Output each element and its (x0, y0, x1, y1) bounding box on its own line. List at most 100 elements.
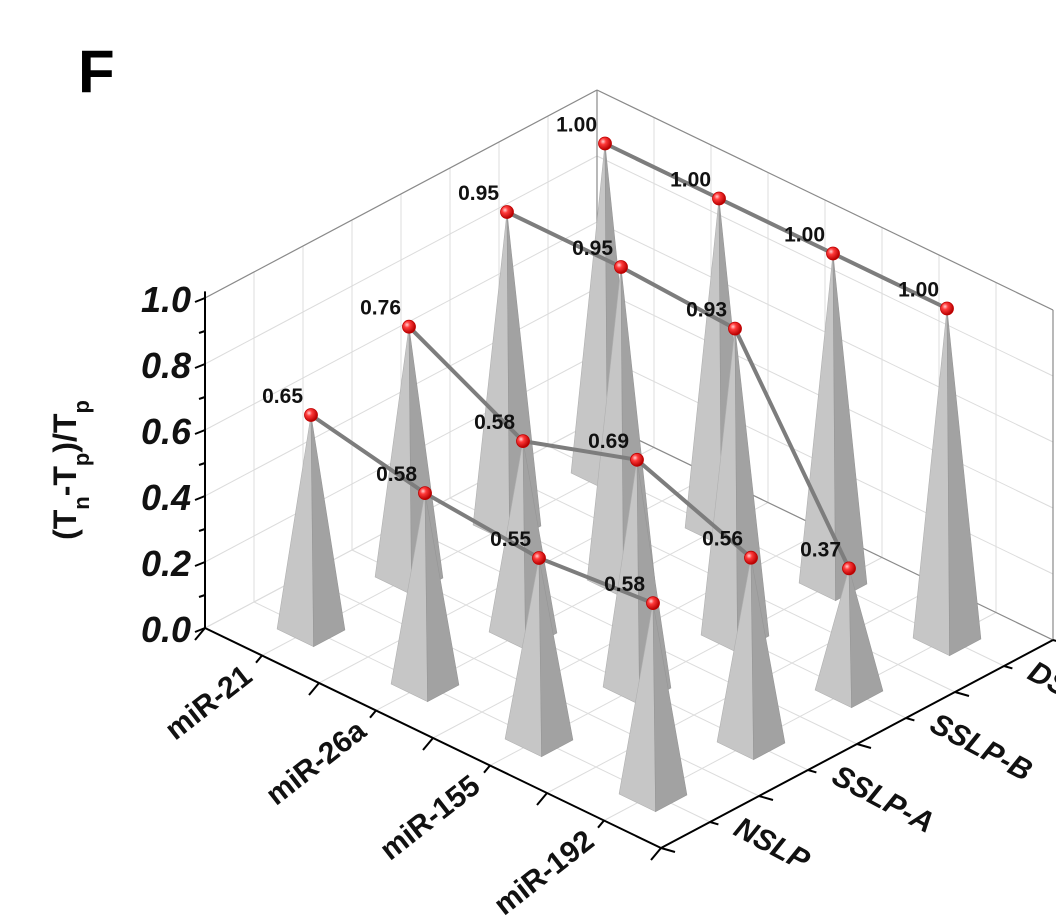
cone-face-side (424, 493, 460, 703)
series-line (309, 413, 655, 606)
data-label: 0.65 (262, 385, 303, 408)
cone-bar (798, 253, 868, 602)
x-category-label: miR-155 (374, 769, 486, 867)
data-point (842, 561, 856, 576)
x-tick (422, 737, 434, 751)
z-minor-tick (198, 528, 206, 532)
data-point (712, 191, 726, 206)
cone-bars (276, 143, 982, 813)
cone-bar (390, 493, 460, 703)
y-tick (1052, 639, 1056, 642)
axis-text: 0.0 0.2 0.4 0.6 0.8 1.0 (Tn-Tp)/Tp miR-21miR-26… (47, 38, 1056, 920)
cone-face-side (652, 603, 688, 813)
cone-bar (504, 557, 574, 758)
data-point (728, 321, 742, 336)
z-tick-label: 0.0 (141, 609, 191, 650)
z-axis-title: (Tn-Tp)/Tp (47, 400, 94, 540)
cone-bar (814, 568, 884, 709)
data-label: 0.76 (360, 297, 401, 320)
data-label: 0.95 (572, 237, 613, 260)
y-tick (954, 691, 970, 697)
data-label: 1.00 (556, 114, 597, 137)
data-label: 0.58 (474, 411, 515, 434)
cone-face-front (276, 414, 314, 648)
series-line (603, 141, 949, 311)
y-category-label: DSLP (1023, 655, 1056, 722)
z-tick (194, 363, 206, 369)
z-tick-label: 0.4 (141, 477, 191, 518)
cone-face-side (310, 414, 346, 648)
frame-edge (204, 89, 598, 299)
z-tick (194, 297, 206, 303)
data-label: 1.00 (670, 169, 711, 192)
y-tick (660, 847, 676, 853)
cone-bar (618, 603, 688, 813)
z-tick-label: 1.0 (141, 279, 191, 320)
frame-edge (596, 89, 1054, 311)
cone-bar (700, 328, 770, 654)
series-line (505, 210, 851, 571)
data-point (646, 596, 660, 610)
x-tick (650, 847, 662, 861)
z-minor-tick (198, 462, 206, 466)
y-category-label: SSLP-A (827, 759, 940, 840)
data-label: 0.95 (458, 182, 499, 205)
cone-face-front (684, 198, 722, 547)
cone-bar (276, 414, 346, 648)
data-point (630, 452, 644, 467)
data-label: 1.00 (784, 224, 825, 247)
cone-face-front (912, 308, 950, 657)
y-tick (807, 769, 817, 774)
data-label: 0.58 (376, 463, 417, 486)
z-tick (194, 561, 206, 567)
y-tick (758, 795, 774, 801)
x-tick (536, 792, 548, 806)
y-tick (856, 743, 872, 749)
series-line (407, 324, 753, 560)
x-tick (194, 627, 206, 641)
y-tick (709, 821, 719, 826)
cone-bar (912, 308, 982, 657)
data-point (304, 408, 318, 422)
z-minor-tick (198, 594, 206, 598)
data-point (598, 136, 612, 151)
y-category-label: NSLP (729, 811, 816, 878)
z-tick-label: 0.6 (141, 411, 192, 452)
cone-face-front (472, 211, 510, 544)
y-tick (905, 717, 915, 722)
data-point (744, 550, 758, 565)
data-label: 0.58 (604, 573, 645, 596)
data-point (614, 260, 628, 274)
cone-face-side (750, 557, 786, 761)
z-tick (194, 429, 206, 435)
z-tick-label: 0.2 (141, 543, 191, 584)
z-minor-tick (198, 396, 206, 400)
data-point (940, 301, 954, 316)
x-tick (255, 654, 263, 664)
data-point (826, 246, 840, 261)
cone-bar (472, 211, 542, 544)
z-tick-label: 0.8 (141, 345, 191, 386)
cone-face-side (848, 568, 884, 709)
data-label: 1.00 (898, 279, 939, 302)
data-point (516, 434, 530, 449)
x-tick (308, 682, 320, 696)
cone-bar (602, 459, 672, 706)
y-category-label: SSLP-B (925, 707, 1038, 788)
data-point (500, 205, 514, 219)
data-label: 0.37 (800, 538, 841, 561)
z-minor-tick (198, 330, 206, 334)
cone-bar (716, 557, 786, 761)
z-tick (194, 495, 206, 501)
data-label: 0.55 (490, 528, 531, 551)
cone-face-side (538, 557, 574, 758)
x-tick (369, 709, 377, 719)
x-tick (597, 819, 605, 829)
cone-face-side (946, 308, 982, 657)
data-points (304, 136, 954, 610)
data-label: 0.93 (686, 299, 727, 322)
x-category-label: miR-21 (159, 659, 258, 747)
panel-label: F (78, 38, 115, 105)
axes (194, 291, 1056, 861)
